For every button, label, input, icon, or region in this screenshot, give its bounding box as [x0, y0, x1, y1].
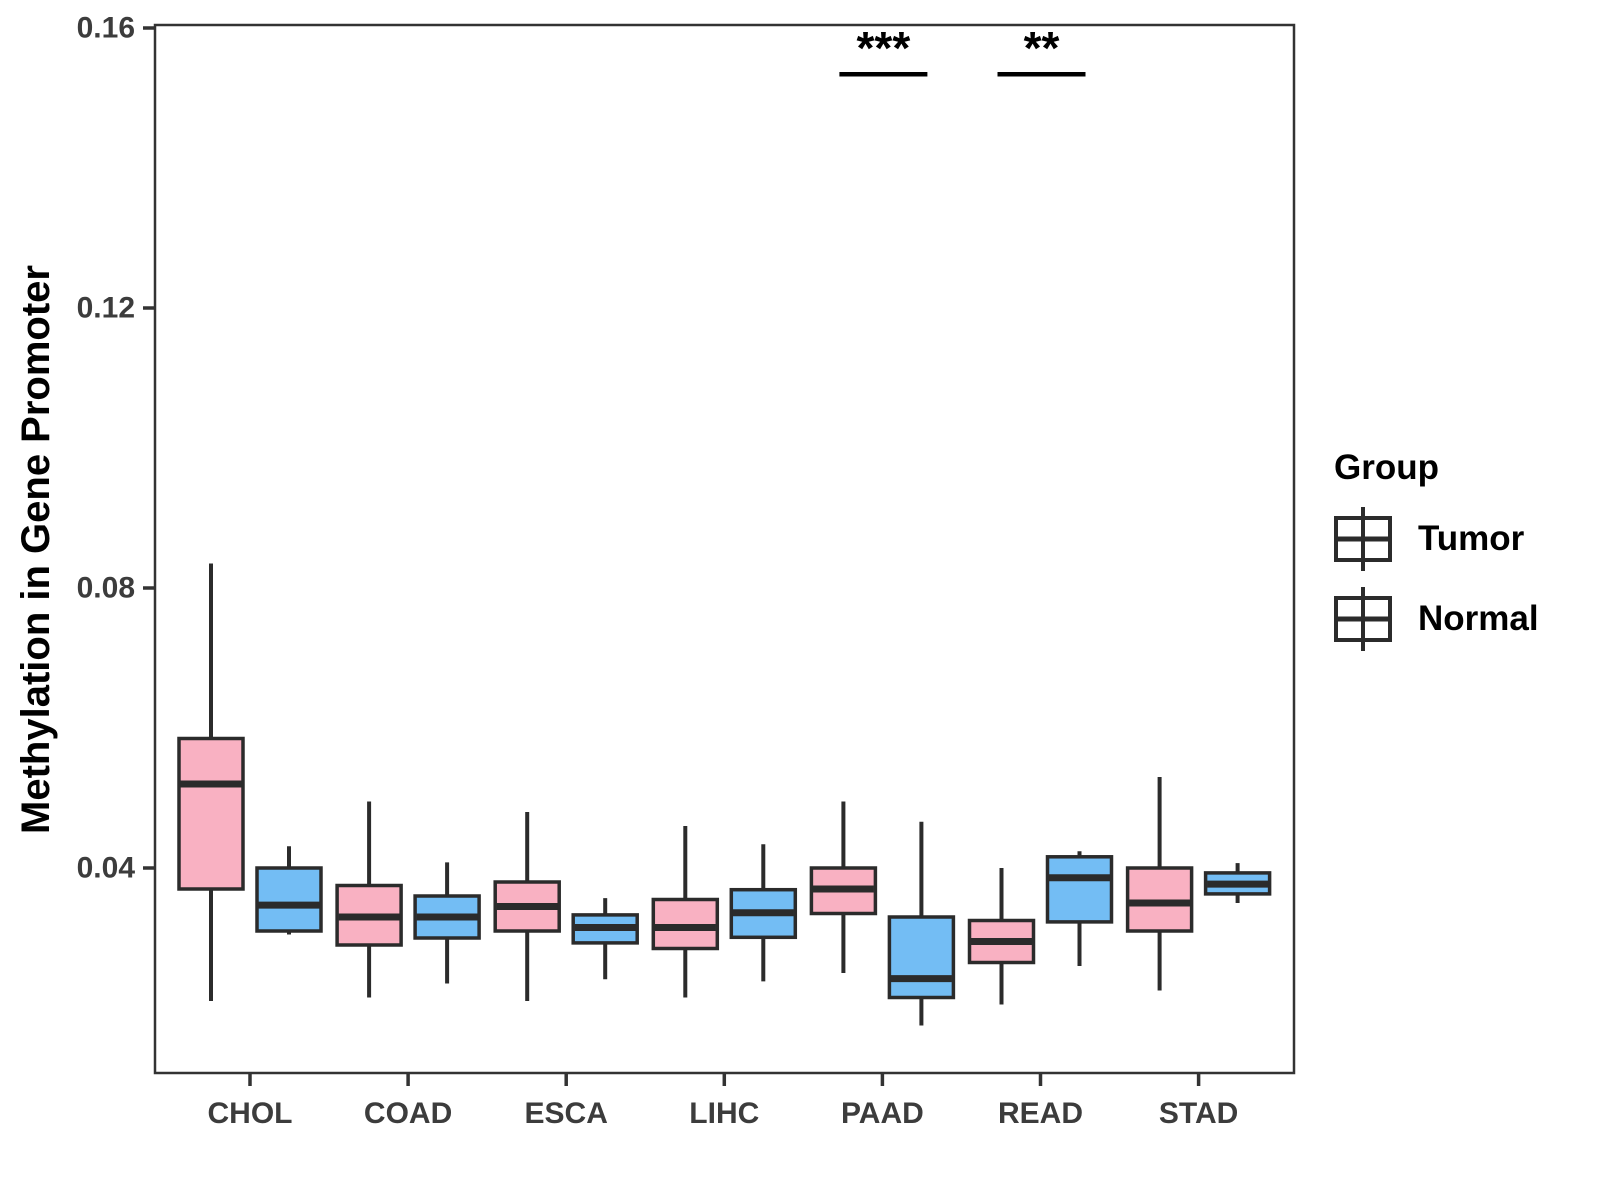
- legend-label-tumor: Tumor: [1418, 519, 1525, 558]
- x-tick-label: ESCA: [525, 1097, 608, 1130]
- x-tick-label: CHOL: [208, 1097, 293, 1130]
- legend-title: Group: [1334, 448, 1439, 487]
- box-PAAD-Normal: [887, 915, 956, 1000]
- x-tick-label: PAAD: [841, 1097, 924, 1130]
- legend: Group Tumor Normal: [1332, 448, 1539, 664]
- y-axis-title: Methylation in Gene Promoter: [14, 264, 58, 834]
- tumor-boxplot-glyph-icon: [1334, 507, 1392, 571]
- sig-label-PAAD: ***: [857, 22, 911, 74]
- legend-key-normal: Normal: [1332, 584, 1539, 654]
- normal-boxplot-glyph-icon: [1334, 587, 1392, 651]
- y-tick-label: 0.16: [77, 12, 135, 45]
- y-tick-label: 0.04: [77, 852, 136, 885]
- x-tick-label: STAD: [1159, 1097, 1238, 1130]
- legend-key-tumor: Tumor: [1332, 504, 1539, 574]
- legend-label-normal: Normal: [1418, 599, 1539, 638]
- box-READ-Normal: [1045, 855, 1114, 924]
- y-tick-label: 0.08: [77, 572, 135, 605]
- y-axis-title-wrap: Methylation in Gene Promoter: [14, 25, 59, 1073]
- sig-label-READ: **: [1024, 22, 1060, 74]
- box-CHOL-Normal: [255, 866, 323, 933]
- box-CHOL-Tumor: [177, 736, 245, 891]
- x-tick-label: COAD: [364, 1097, 452, 1130]
- panel-border: [153, 23, 1296, 1075]
- x-tick-label: LIHC: [689, 1097, 759, 1130]
- x-tick-label: READ: [998, 1097, 1083, 1130]
- y-tick-label: 0.12: [77, 292, 135, 325]
